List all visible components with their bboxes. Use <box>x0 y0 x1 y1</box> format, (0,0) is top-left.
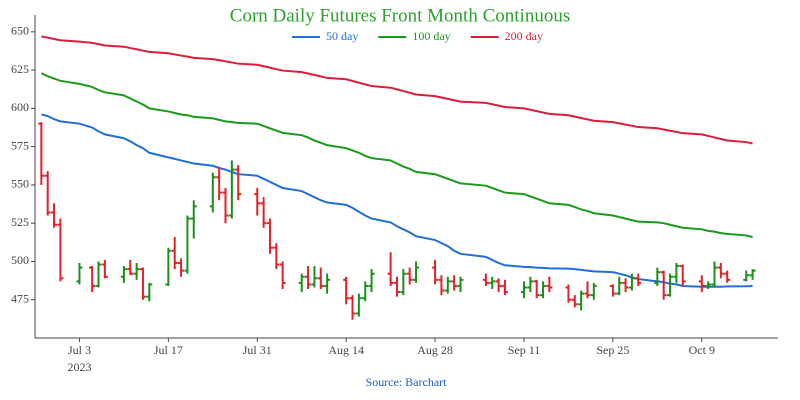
x-tick-label: Jul 31 <box>243 343 272 357</box>
legend-label: 100 day <box>412 29 450 43</box>
y-tick-label: 575 <box>11 138 29 152</box>
y-tick-label: 475 <box>11 291 29 305</box>
ma-line <box>41 35 753 145</box>
x-tick-label: Aug 28 <box>417 343 453 357</box>
x-tick-label: Jul 3 <box>68 343 91 357</box>
x-year-label: 2023 <box>67 360 91 374</box>
legend-label: 50 day <box>326 29 358 43</box>
source-note: Source: Barchart <box>366 375 448 389</box>
x-tick-label: Sep 25 <box>596 343 629 357</box>
y-tick-label: 500 <box>11 253 29 267</box>
y-tick-label: 650 <box>11 24 29 38</box>
ma-line <box>41 113 753 288</box>
y-tick-label: 550 <box>11 177 29 191</box>
x-tick-label: Aug 14 <box>328 343 364 357</box>
x-tick-label: Jul 17 <box>154 343 183 357</box>
legend-label: 200 day <box>505 29 543 43</box>
x-tick-label: Sep 11 <box>508 343 541 357</box>
ma-line <box>40 72 753 238</box>
y-tick-label: 525 <box>11 215 29 229</box>
y-tick-label: 600 <box>11 100 29 114</box>
x-tick-label: Oct 9 <box>689 343 715 357</box>
y-tick-label: 625 <box>11 62 29 76</box>
chart-title: Corn Daily Futures Front Month Continuou… <box>230 5 570 26</box>
